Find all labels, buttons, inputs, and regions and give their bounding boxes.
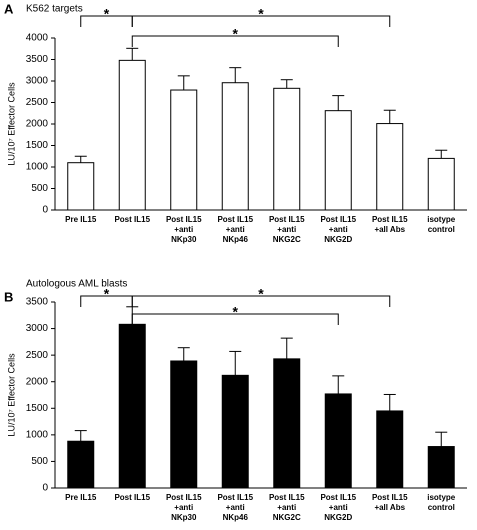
chart-title: K562 targets: [26, 4, 83, 15]
bar: [67, 440, 95, 489]
x-tick-label: isotype control: [427, 493, 456, 512]
bar: [118, 59, 146, 211]
significance-bracket: [131, 35, 339, 47]
x-tick-label: Post IL15 +anti NKG2C: [269, 215, 305, 244]
x-tick-label: Post IL15 +anti NKp30: [166, 215, 202, 244]
x-tick-label: Post IL15 +all Abs: [372, 493, 408, 512]
y-tick-label: 500: [31, 456, 48, 467]
x-tick-label: Post IL15 +all Abs: [372, 215, 408, 234]
x-tick-label: Pre IL15: [65, 493, 97, 502]
x-tick-label: Post IL15 +anti NKG2D: [320, 215, 356, 244]
bar: [118, 323, 146, 489]
bar: [376, 123, 404, 211]
y-tick-label: 3000: [26, 76, 49, 87]
x-tick-label: Post IL15 +anti NKG2C: [269, 493, 305, 522]
bar: [324, 110, 352, 211]
bar: [170, 89, 198, 211]
y-tick-label: 1500: [26, 140, 49, 151]
x-tick-label: Post IL15: [114, 493, 150, 502]
significance-star: *: [233, 26, 239, 42]
x-tick-label: Post IL15 +anti NKp46: [217, 215, 253, 244]
bar: [273, 358, 301, 489]
y-tick-label: 2000: [26, 119, 49, 130]
bar: [427, 157, 455, 211]
panel-label: B: [4, 289, 13, 304]
bar: [427, 446, 455, 489]
x-tick-label: Post IL15 +anti NKp46: [217, 493, 253, 522]
panel-label: A: [4, 1, 14, 16]
x-tick-label: Pre IL15: [65, 215, 97, 224]
chart-title: Autologous AML blasts: [26, 279, 127, 290]
y-tick-label: 0: [42, 483, 48, 494]
significance-star: *: [258, 6, 264, 22]
significance-bracket: [131, 15, 391, 27]
y-tick-label: 2500: [26, 350, 49, 361]
significance-star: *: [233, 304, 239, 320]
y-tick-label: 1500: [26, 403, 49, 414]
y-tick-label: 3000: [26, 323, 49, 334]
significance-star: *: [104, 6, 110, 22]
y-tick-label: 2000: [26, 376, 49, 387]
bar: [170, 360, 198, 489]
y-tick-label: 0: [42, 205, 48, 216]
y-tick-label: 3500: [26, 297, 49, 308]
x-tick-label: Post IL15 +anti NKG2D: [320, 493, 356, 522]
x-tick-label: Post IL15: [114, 215, 150, 224]
significance-star: *: [258, 286, 264, 302]
x-tick-label: Post IL15 +anti NKp30: [166, 493, 202, 522]
y-tick-label: 1000: [26, 162, 49, 173]
y-tick-label: 2500: [26, 97, 49, 108]
y-axis-label: LU/10⁷ Effector Cells: [6, 353, 16, 437]
y-tick-label: 500: [31, 183, 48, 194]
significance-bracket: [131, 313, 339, 325]
y-tick-label: 1000: [26, 429, 49, 440]
y-axis-label: LU/10⁷ Effector Cells: [6, 82, 16, 166]
bar: [273, 87, 301, 211]
significance-bracket: [131, 295, 391, 307]
bar: [221, 374, 249, 489]
x-tick-label: isotype control: [427, 215, 456, 234]
y-tick-label: 3500: [26, 54, 49, 65]
significance-star: *: [104, 286, 110, 302]
bar: [67, 162, 95, 211]
y-tick-label: 4000: [26, 33, 49, 44]
bar: [221, 82, 249, 211]
bar: [376, 410, 404, 489]
bar: [324, 393, 352, 489]
